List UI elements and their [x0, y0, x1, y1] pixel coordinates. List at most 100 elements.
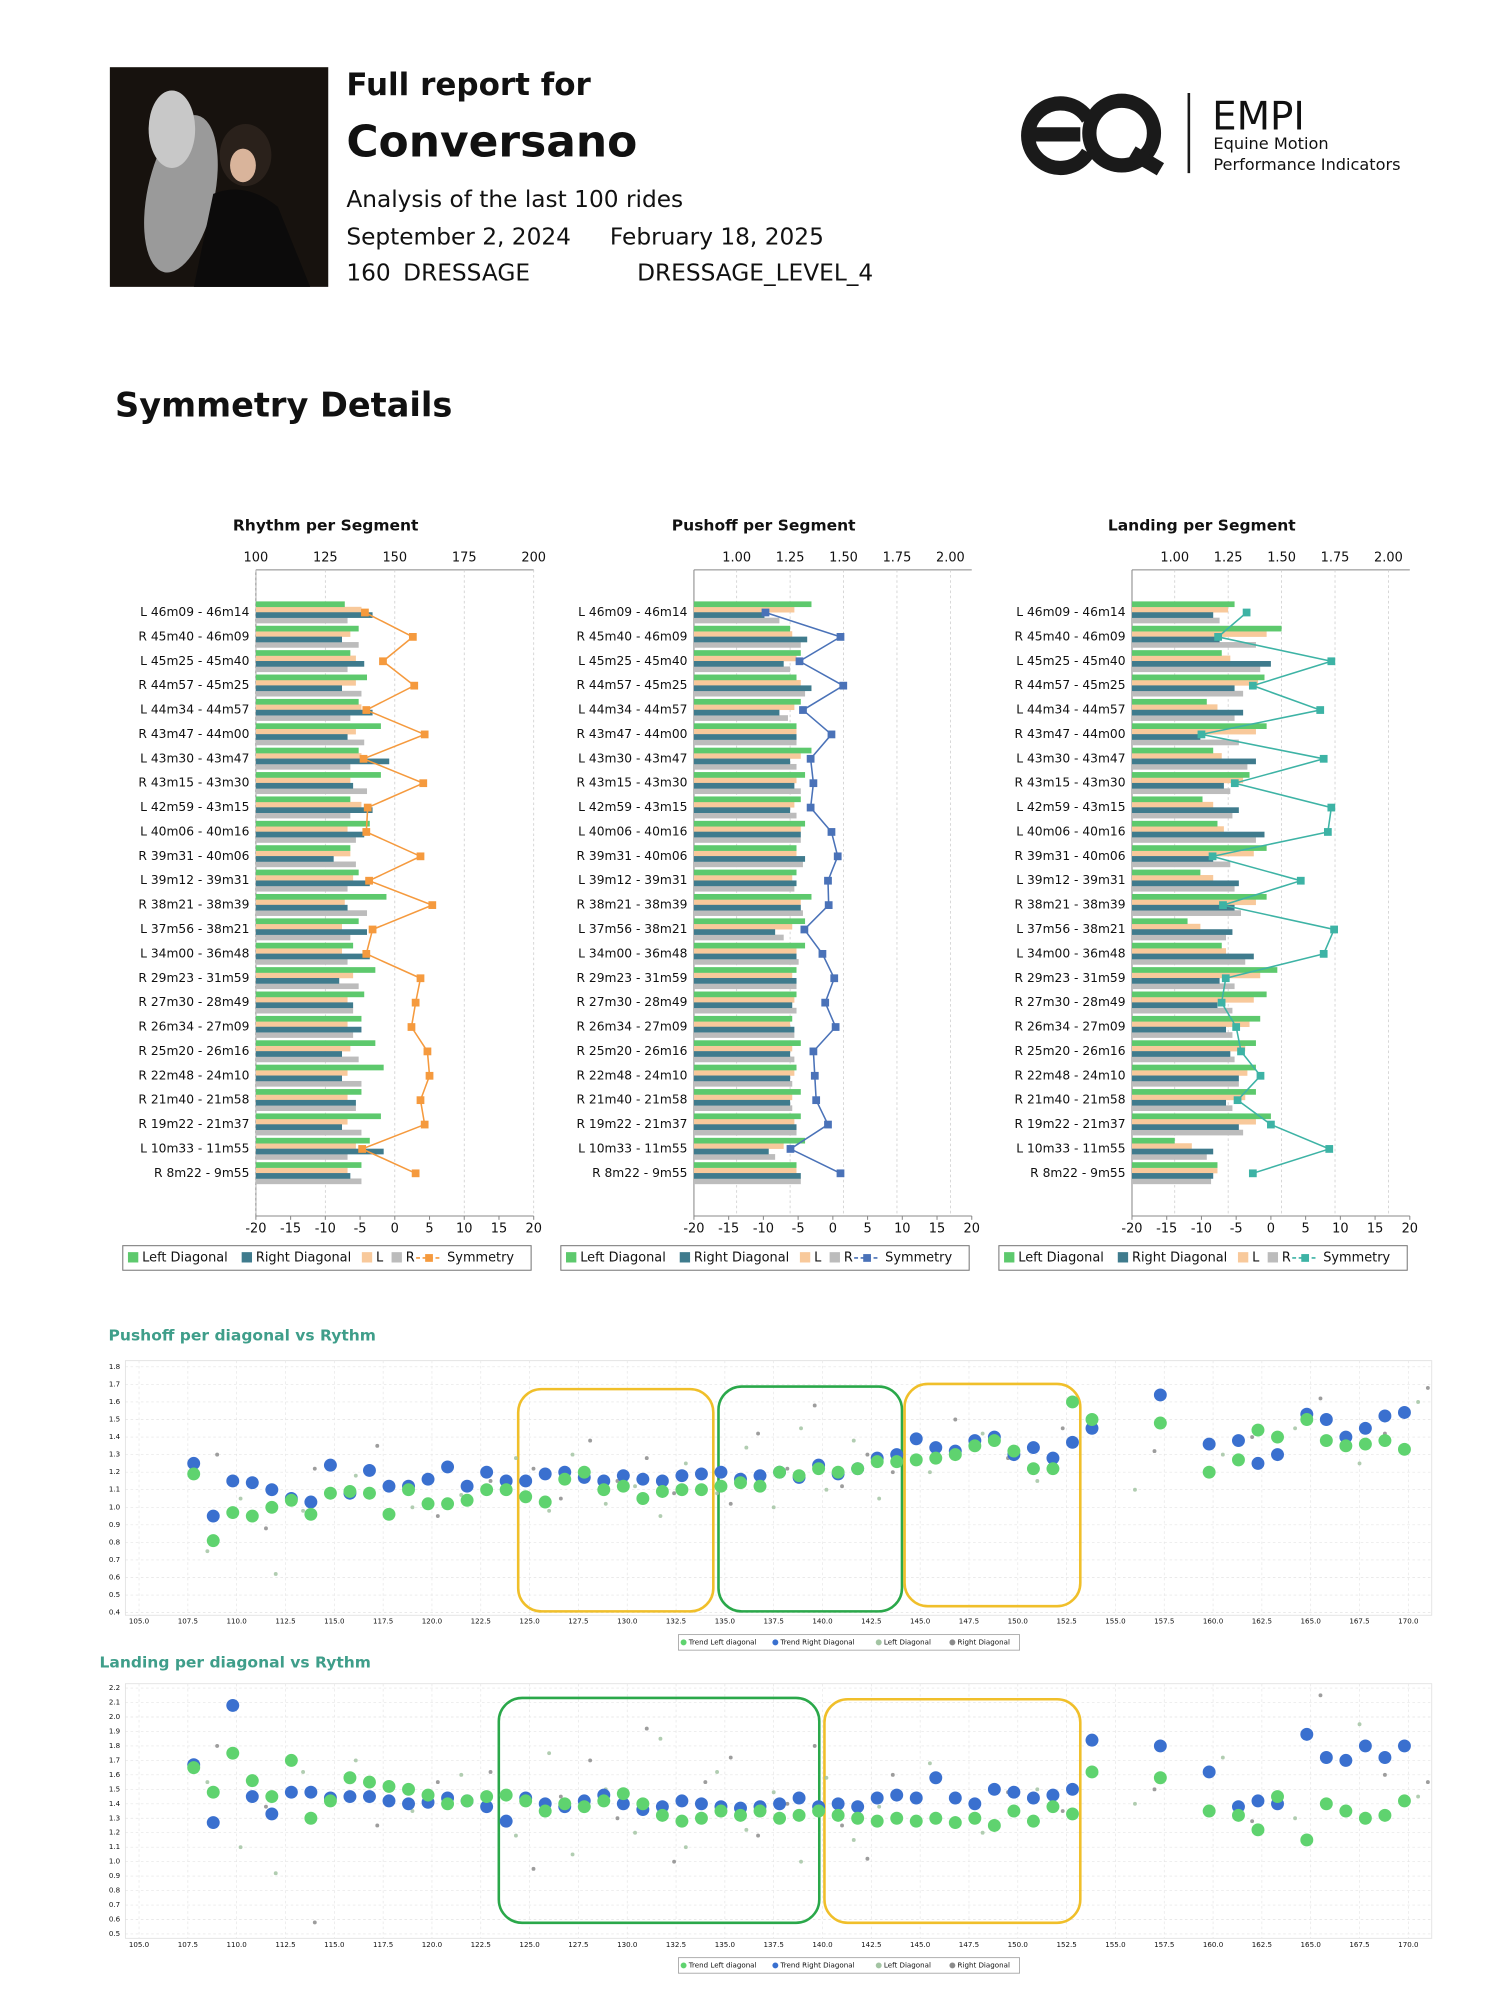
- bar: [255, 1040, 376, 1046]
- bar: [1131, 723, 1267, 729]
- category-label: R 8m22 - 9m55: [592, 1166, 687, 1180]
- trend-point: [441, 1460, 455, 1474]
- data-point: [703, 1780, 708, 1785]
- trend-point: [675, 1814, 689, 1828]
- legend-swatch: [1004, 1252, 1015, 1263]
- bar: [693, 715, 788, 721]
- trend-point: [987, 1819, 1001, 1832]
- bar: [693, 1137, 806, 1144]
- trend-point: [226, 1746, 240, 1760]
- trend-point: [206, 1509, 220, 1523]
- legend-swatch: [772, 1962, 779, 1969]
- legend-label: Left Diagonal: [884, 1960, 931, 1969]
- trend-point: [1066, 1807, 1079, 1821]
- trend-point: [558, 1472, 572, 1486]
- bar: [255, 642, 359, 648]
- trend-point: [382, 1779, 396, 1793]
- x2-tick-label: 5: [863, 1221, 871, 1236]
- symmetry-marker: [1237, 1047, 1245, 1056]
- symmetry-marker: [812, 1096, 821, 1105]
- bar: [255, 728, 356, 735]
- bar: [693, 983, 797, 990]
- legend-box: [998, 1245, 1408, 1271]
- bar: [1131, 807, 1239, 813]
- trend-point: [831, 1797, 845, 1811]
- data-point: [877, 1804, 882, 1809]
- trend-point: [480, 1465, 494, 1479]
- trend-point: [265, 1807, 279, 1821]
- data-point: [513, 1456, 518, 1461]
- category-label: R 45m40 - 46m09: [1015, 629, 1126, 643]
- x2-tick-label: -20: [1121, 1221, 1142, 1236]
- x2-tick-label: 0: [1267, 1221, 1275, 1236]
- bar: [1131, 1124, 1239, 1130]
- legend-swatch: [772, 1639, 779, 1646]
- trend-point: [421, 1788, 435, 1802]
- bar: [693, 763, 797, 770]
- symmetry-marker: [1217, 998, 1226, 1007]
- data-point: [799, 1859, 803, 1864]
- y-tick-label: 0.6: [109, 1914, 121, 1923]
- category-label: L 44m34 - 44m57: [578, 703, 687, 717]
- symmetry-marker: [365, 876, 373, 885]
- x-tick-label: 135.0: [715, 1940, 736, 1949]
- bar: [255, 850, 351, 857]
- y-tick-label: 0.8: [109, 1886, 121, 1895]
- trend-point: [734, 1808, 747, 1822]
- trend-point: [1153, 1771, 1167, 1785]
- bar: [255, 845, 351, 851]
- bar: [693, 869, 797, 876]
- bar: [1131, 1178, 1212, 1185]
- bar: [1131, 704, 1218, 711]
- y-tick-label: 1.9: [109, 1726, 121, 1735]
- bar: [1131, 826, 1224, 832]
- bar: [255, 739, 365, 746]
- symmetry-marker: [1219, 901, 1227, 909]
- trend-point: [616, 1787, 630, 1801]
- data-point: [890, 1772, 895, 1777]
- category-label: R 39m31 - 40m06: [576, 849, 687, 863]
- trend-point: [968, 1439, 982, 1453]
- trend-point: [363, 1463, 376, 1477]
- bar: [693, 1056, 795, 1063]
- symmetry-marker: [1325, 1145, 1334, 1153]
- category-label: L 42m59 - 43m15: [140, 800, 249, 814]
- bar: [693, 1040, 801, 1046]
- x-tick-label: 170.0: [1398, 1617, 1419, 1626]
- trend-point: [1397, 1794, 1411, 1808]
- bar: [693, 820, 806, 827]
- bar: [255, 996, 348, 1003]
- bar: [693, 948, 797, 954]
- category-label: L 10m33 - 11m55: [140, 1141, 249, 1155]
- data-point: [771, 1790, 776, 1795]
- symmetry-marker: [420, 1120, 429, 1129]
- bar: [693, 1002, 793, 1009]
- data-point: [531, 1466, 536, 1471]
- trend-point: [1007, 1804, 1021, 1818]
- data-point: [633, 1830, 637, 1835]
- symmetry-marker: [761, 608, 770, 617]
- highlight-boxes: [497, 1382, 1082, 1925]
- trend-point: [1231, 1434, 1245, 1448]
- symmetry-marker: [799, 706, 807, 714]
- category-label: R 44m57 - 45m25: [138, 678, 249, 692]
- bar: [693, 739, 797, 746]
- trend-point: [851, 1462, 865, 1476]
- trend-point: [226, 1506, 240, 1520]
- bar: [1131, 715, 1235, 721]
- x-tick-label: 125.0: [519, 1617, 540, 1626]
- data-point: [353, 1758, 358, 1763]
- bar: [1131, 1094, 1246, 1101]
- bar: [1131, 747, 1214, 754]
- bar: [693, 753, 801, 759]
- data-point: [927, 1761, 932, 1766]
- bar: [255, 709, 373, 716]
- symmetry-marker: [425, 1071, 434, 1080]
- bar: [1131, 782, 1224, 789]
- category-label: R 19m22 - 21m37: [1015, 1117, 1126, 1131]
- trend-point: [1358, 1739, 1372, 1753]
- symmetry-marker: [363, 803, 372, 812]
- trend-point: [1271, 1430, 1284, 1444]
- symmetry-marker: [800, 925, 809, 934]
- x-tick-label: 112.5: [275, 1940, 295, 1949]
